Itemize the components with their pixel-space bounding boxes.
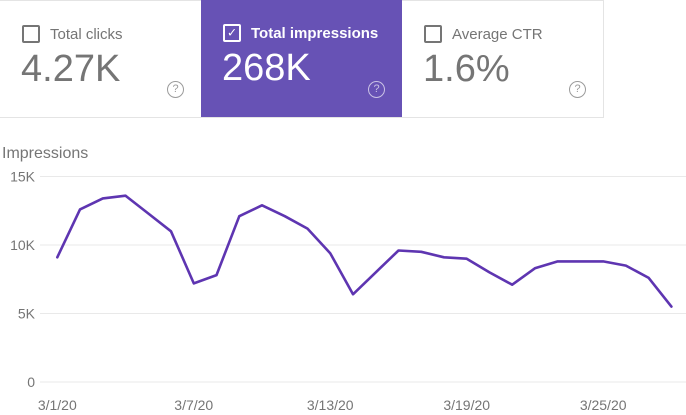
help-icon[interactable]: ? — [368, 81, 385, 98]
help-glyph: ? — [373, 83, 380, 95]
checkbox-total-impressions[interactable]: ✓ — [223, 24, 241, 42]
card-value-total-impressions: 268K — [222, 47, 311, 89]
help-glyph: ? — [172, 83, 179, 95]
x-tick-label: 3/1/20 — [38, 397, 77, 413]
y-tick-label: 5K — [18, 306, 36, 322]
x-tick-label: 3/7/20 — [174, 397, 213, 413]
card-average-ctr[interactable]: Average CTR 1.6% ? — [402, 0, 603, 117]
checkbox-total-clicks[interactable] — [22, 25, 40, 43]
impressions-line[interactable] — [55, 194, 673, 308]
card-value-average-ctr: 1.6% — [423, 48, 510, 90]
x-tick-label: 3/25/20 — [580, 397, 627, 413]
card-label-total-clicks: Total clicks — [50, 25, 123, 43]
x-tick-label: 3/13/20 — [307, 397, 354, 413]
card-total-impressions[interactable]: ✓ Total impressions 268K ? — [201, 0, 402, 117]
chart-title: Impressions — [2, 145, 89, 162]
checkbox-average-ctr[interactable] — [424, 25, 442, 43]
help-icon[interactable]: ? — [167, 81, 184, 98]
y-tick-label: 15K — [10, 169, 36, 185]
card-value-total-clicks: 4.27K — [21, 48, 121, 90]
help-icon[interactable]: ? — [569, 81, 586, 98]
card-label-total-impressions: Total impressions — [251, 24, 379, 42]
x-tick-label: 3/19/20 — [443, 397, 490, 413]
help-glyph: ? — [574, 83, 581, 95]
card-label-average-ctr: Average CTR — [452, 25, 543, 43]
card-total-clicks[interactable]: Total clicks 4.27K ? — [0, 0, 201, 117]
y-tick-label: 0 — [27, 374, 35, 390]
metric-card-strip: Total clicks 4.27K ? ✓ Total impressions… — [0, 0, 604, 118]
checkmark-icon: ✓ — [226, 25, 238, 40]
y-tick-label: 10K — [10, 237, 36, 253]
